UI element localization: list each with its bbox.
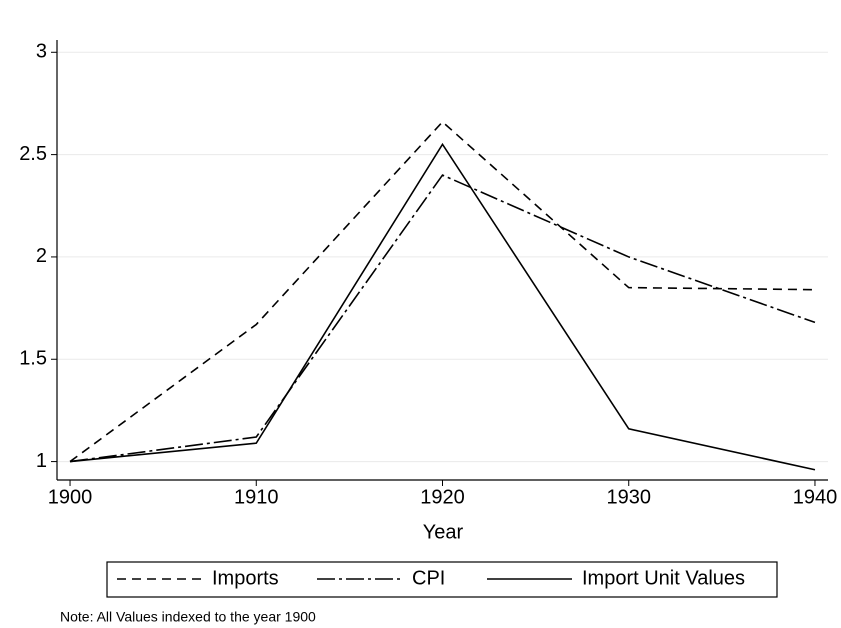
y-tick-label: 2.5 <box>19 143 47 165</box>
line-series <box>69 174 816 463</box>
x-axis-label: Year <box>423 521 464 543</box>
legend-box <box>106 561 778 598</box>
line-series <box>69 120 815 463</box>
x-tick-label: 1900 <box>48 486 93 508</box>
x-tick-label: 1910 <box>234 486 279 508</box>
y-tick-label: 2 <box>36 245 47 267</box>
x-tick-label: 1930 <box>606 486 651 508</box>
line-series <box>69 142 816 471</box>
legend-label: Import Unit Values <box>582 567 745 589</box>
x-tick-label: 1940 <box>793 486 838 508</box>
y-tick-label: 1.5 <box>19 348 47 370</box>
y-tick-label: 1 <box>36 450 47 472</box>
legend-label: CPI <box>412 567 445 589</box>
note: Note: All Values indexed to the year 190… <box>60 609 316 625</box>
legend-label: Imports <box>212 567 279 589</box>
x-tick-label: 1920 <box>420 486 465 508</box>
y-tick-label: 3 <box>36 41 47 63</box>
